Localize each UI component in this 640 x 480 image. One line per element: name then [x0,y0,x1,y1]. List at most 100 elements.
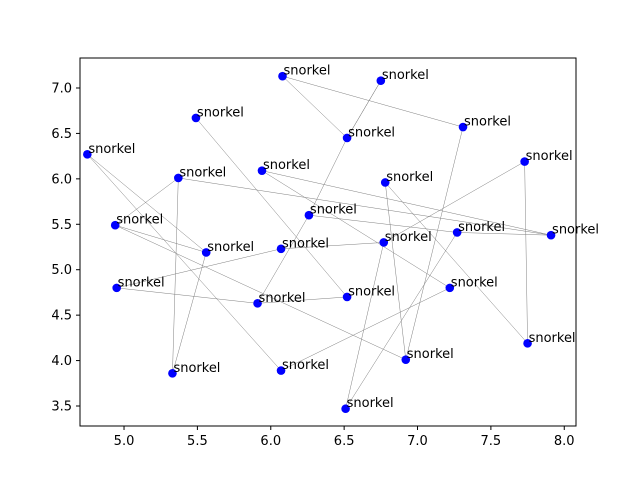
point-label: snorkel [116,213,163,228]
data-point [201,248,211,257]
data-point [401,355,411,364]
data-point [278,71,287,81]
point-label: snorkel [347,396,394,411]
x-tick-label: 7.5 [481,434,502,449]
x-tick-label: 6.0 [260,434,281,449]
y-tick-label: 4.5 [51,309,72,324]
point-label: snorkel [529,331,576,346]
data-point [376,76,386,86]
x-axis: 5.0 5.5 6.0 6.5 7.0 7.5 8.0 [114,426,575,449]
y-tick-label: 3.5 [51,400,72,415]
x-tick-label: 5.5 [187,434,208,449]
point-label: snorkel [179,165,226,180]
y-tick-label: 5.0 [51,263,72,278]
connection-line [257,296,348,304]
point-label: snorkel [348,125,395,140]
x-tick-label: 7.0 [407,434,428,449]
connection-line [308,214,458,233]
connection-line [178,177,552,236]
connection-line [457,232,552,236]
point-label: snorkel [407,347,454,362]
x-tick-label: 8.0 [554,434,575,449]
connection-line [384,182,407,360]
connection-line [116,287,258,304]
y-axis: 3.5 4.0 4.5 5.0 5.5 6.0 6.5 7.0 [51,81,80,415]
point-label: snorkel [207,240,254,255]
point-labels: snorkel snorkel snorkel snorkel snorkel snork… [88,64,599,412]
connection-line [115,224,406,360]
connection-line [346,80,382,139]
x-tick-label: 5.0 [114,434,135,449]
point-label: snorkel [173,361,220,376]
data-point [253,299,262,308]
data-point [546,230,556,240]
connection-line [383,161,525,243]
data-point [445,283,455,293]
point-label: snorkel [458,220,505,235]
data-point [174,173,183,183]
point-label: snorkel [197,105,244,120]
connection-line [308,137,348,216]
connection-line [261,170,450,289]
plot-area-frame [79,57,577,427]
connection-line [115,224,207,253]
point-label: snorkel [464,115,511,130]
data-point [379,238,389,247]
point-label: snorkel [88,142,135,157]
connection-line [280,287,450,371]
point-label: snorkel [451,275,498,290]
data-point [458,122,468,132]
y-tick-label: 6.0 [51,172,72,187]
connection-line [115,177,179,226]
connection-line [345,242,385,409]
point-label: snorkel [263,158,310,173]
point-label: snorkel [348,284,395,299]
data-point [342,292,352,302]
connection-line [172,252,207,374]
connection-line [405,126,464,360]
connection-line [87,154,282,371]
point-label: snorkel [282,358,329,373]
data-point [276,366,286,375]
data-point [276,244,286,254]
connection-line [282,75,348,139]
connection-line [261,170,552,236]
point-label: snorkel [284,64,331,79]
y-tick-label: 7.0 [51,81,72,96]
connection-line [385,182,528,344]
point-label: snorkel [259,291,306,306]
y-tick-label: 6.5 [51,127,72,142]
data-point [342,133,352,143]
point-label: snorkel [385,230,432,245]
data-point [112,283,121,293]
data-point [380,178,390,187]
data-point [523,339,532,348]
connection-line [281,242,384,250]
x-tick-label: 6.5 [334,434,355,449]
data-point [452,228,462,237]
connection-line [257,215,310,304]
y-tick-label: 5.5 [51,218,72,233]
point-label: snorkel [310,203,357,218]
data-point [341,404,350,414]
point-label: snorkel [382,68,429,83]
connection-line [345,232,458,409]
point-label: snorkel [386,170,433,185]
data-point [110,220,120,230]
data-point [304,210,314,220]
data-point [257,166,267,175]
data-point [168,368,177,378]
connection-line [172,177,179,374]
connection-line [87,154,207,253]
data-point [191,113,201,123]
point-label: snorkel [282,236,329,251]
point-label: snorkel [526,149,573,164]
data-point [83,150,92,159]
point-label: snorkel [118,275,165,290]
connection-lines [87,75,552,409]
connection-line [282,75,464,128]
data-points [83,71,556,414]
connection-line [524,161,528,344]
connection-line [195,117,348,298]
